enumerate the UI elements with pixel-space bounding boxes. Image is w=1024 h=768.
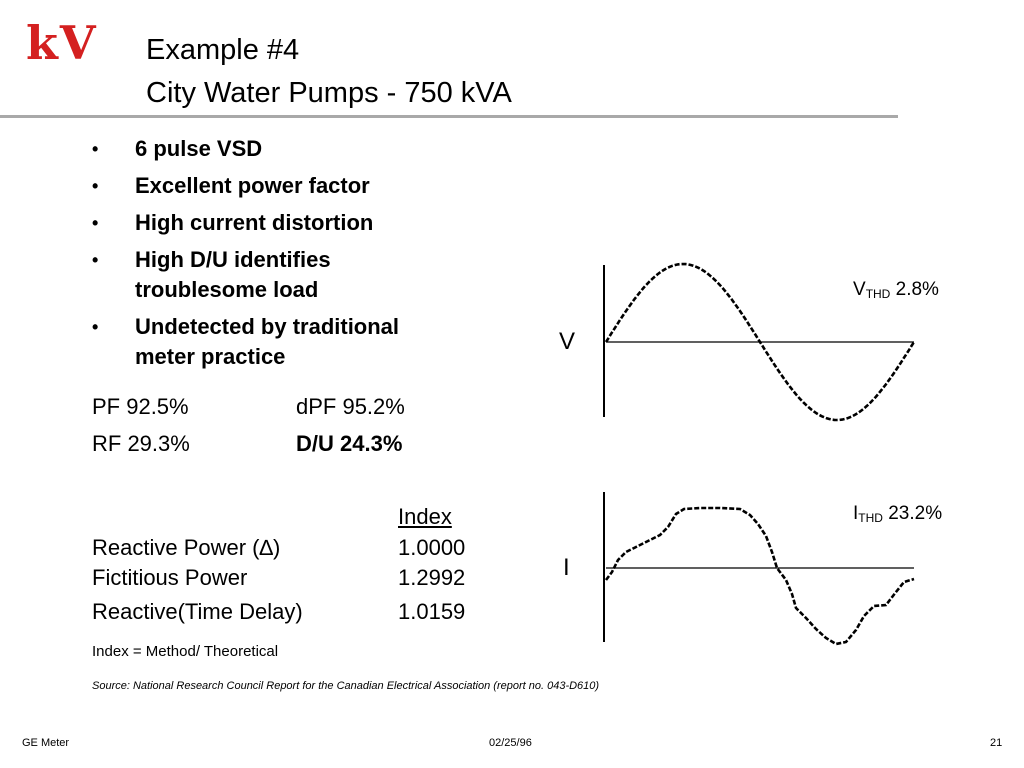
dpf-value: dPF 95.2%: [296, 394, 405, 419]
bullet-list: • 6 pulse VSD • Excellent power factor •…: [92, 134, 472, 379]
voltage-trace: [604, 262, 916, 422]
index-row-label: Fictitious Power: [92, 565, 248, 590]
bullet-text: 6 pulse VSD: [135, 136, 263, 161]
footer-page-number: 21: [990, 737, 1003, 749]
bullet-item: • Excellent power factor: [92, 171, 472, 201]
current-trace: [604, 506, 915, 646]
bullet-dot-icon: •: [92, 139, 99, 159]
voltage-thd-label: VTHD 2.8%: [853, 279, 939, 301]
current-axis-label: I: [563, 554, 570, 581]
current-thd-label: ITHD 23.2%: [853, 503, 943, 525]
title-divider: [0, 115, 898, 118]
bullet-dot-icon: •: [92, 213, 99, 233]
index-header: Index: [398, 504, 452, 529]
slide-title-line1: Example #4: [146, 34, 300, 66]
index-row-value: 1.0000: [398, 535, 466, 560]
bullet-dot-icon: •: [92, 176, 99, 196]
bullet-item: • 6 pulse VSD: [92, 134, 472, 164]
slide-title-line2: City Water Pumps - 750 kVA: [146, 77, 512, 109]
bullet-item: • High current distortion: [92, 208, 472, 238]
bullet-text: Excellent power factor: [135, 173, 370, 198]
index-row-label: Reactive Power (∆): [92, 535, 281, 560]
footer-date: 02/25/96: [489, 737, 532, 749]
pf-value: PF 92.5%: [92, 394, 189, 419]
kv-logo: kV: [26, 16, 98, 70]
bullet-item: • High D/U identifies troublesome load: [92, 245, 472, 305]
index-row-value: 1.0159: [398, 599, 466, 624]
footer-left: GE Meter: [22, 737, 70, 749]
bullet-text: High D/U identifies troublesome load: [135, 247, 331, 302]
source-citation: Source: National Research Council Report…: [92, 680, 600, 692]
bullet-dot-icon: •: [92, 250, 99, 270]
bullet-text: Undetected by traditional meter practice: [135, 314, 400, 369]
bullet-text: High current distortion: [135, 210, 374, 235]
du-value: D/U 24.3%: [296, 431, 403, 456]
bullet-dot-icon: •: [92, 317, 99, 337]
voltage-axis-label: V: [559, 328, 576, 355]
index-row-label: Reactive(Time Delay): [92, 599, 303, 624]
rf-value: RF 29.3%: [92, 431, 190, 456]
bullet-item: • Undetected by traditional meter practic…: [92, 312, 472, 372]
index-row-value: 1.2992: [398, 565, 466, 590]
index-note: Index = Method/ Theoretical: [92, 643, 279, 660]
